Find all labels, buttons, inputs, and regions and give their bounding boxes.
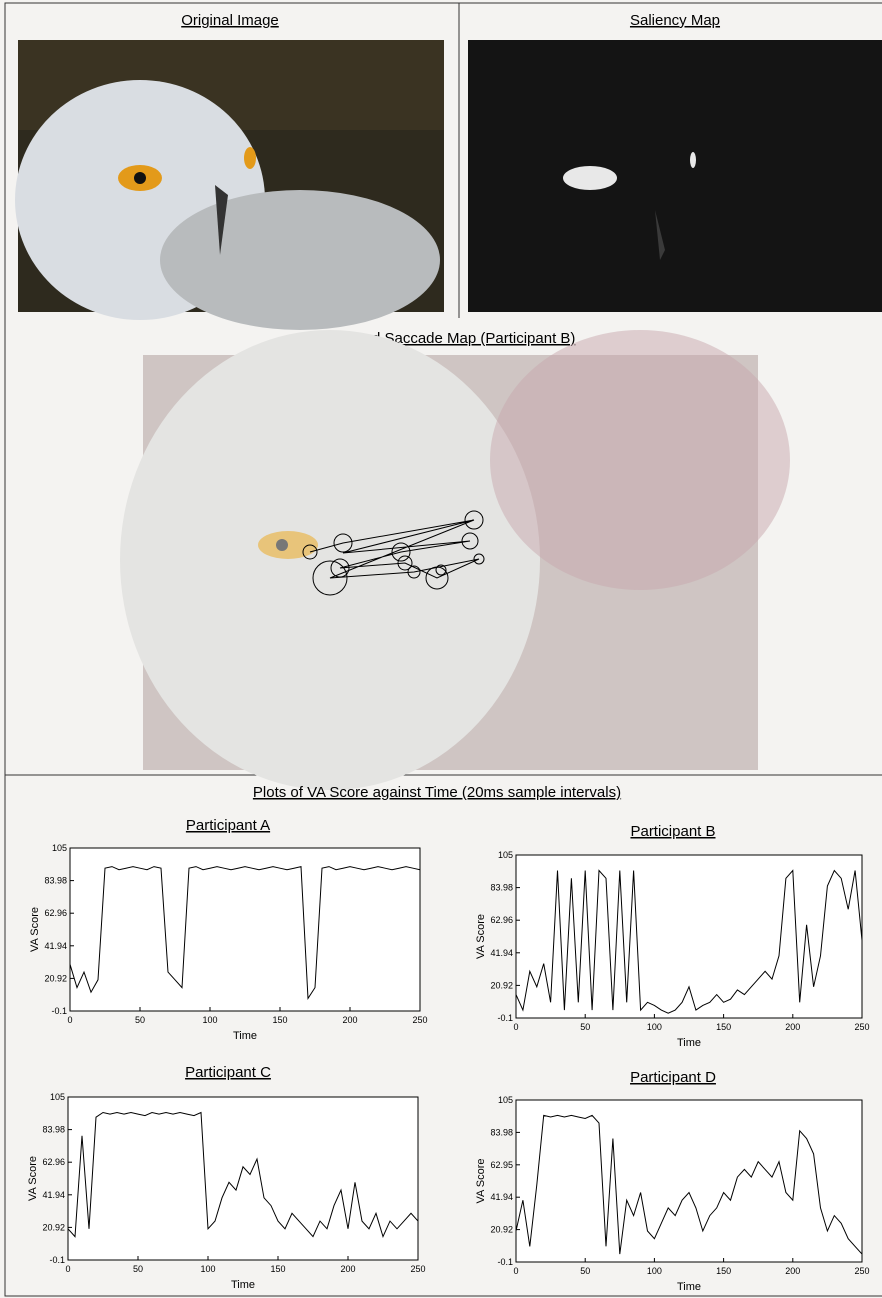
x-axis-label: Time (677, 1281, 701, 1293)
y-tick-label: -0.1 (51, 1006, 67, 1016)
x-tick-label: 100 (200, 1264, 215, 1274)
plot-area (68, 1097, 418, 1260)
y-tick-label: 83.98 (490, 1127, 513, 1137)
y-tick-label: 20.92 (490, 1225, 513, 1235)
x-tick-label: 200 (342, 1015, 357, 1025)
y-tick-label: 62.96 (42, 1157, 65, 1167)
x-axis-label: Time (677, 1037, 701, 1049)
x-tick-label: 100 (202, 1015, 217, 1025)
y-tick-label: 41.94 (42, 1190, 65, 1200)
x-tick-label: 200 (785, 1022, 800, 1032)
y-axis-label: VA Score (475, 1158, 487, 1203)
x-tick-label: 50 (580, 1022, 590, 1032)
y-tick-label: 105 (52, 843, 67, 853)
y-tick-label: -0.1 (497, 1013, 513, 1023)
x-tick-label: 0 (67, 1015, 72, 1025)
panel-title: Original Image (181, 12, 279, 29)
x-tick-label: 250 (854, 1266, 869, 1276)
y-tick-label: 20.92 (44, 973, 67, 983)
x-tick-label: 50 (133, 1264, 143, 1274)
x-tick-label: 0 (513, 1266, 518, 1276)
x-tick-label: 250 (854, 1022, 869, 1032)
x-tick-label: 150 (716, 1266, 731, 1276)
figure: Original Image Saliency Map Fixation and… (0, 0, 882, 1298)
y-axis-label: VA Score (29, 907, 41, 952)
figure-canvas: Original Image Saliency Map Fixation and… (0, 0, 882, 1298)
y-tick-label: 105 (498, 1095, 513, 1105)
x-axis-label: Time (233, 1030, 257, 1042)
y-axis-label: VA Score (475, 914, 487, 959)
x-tick-label: 150 (716, 1022, 731, 1032)
x-tick-label: 50 (580, 1266, 590, 1276)
y-tick-label: 105 (50, 1092, 65, 1102)
y-tick-label: 20.92 (42, 1222, 65, 1232)
y-axis-label: VA Score (27, 1156, 39, 1201)
plot-area (70, 848, 420, 1011)
y-tick-label: 62.96 (44, 908, 67, 918)
y-tick-label: 41.94 (490, 1192, 513, 1202)
x-tick-label: 250 (412, 1015, 427, 1025)
y-tick-label: 62.96 (490, 915, 513, 925)
x-tick-label: 150 (272, 1015, 287, 1025)
y-tick-label: 41.94 (490, 948, 513, 958)
y-tick-label: 20.92 (490, 980, 513, 990)
chart-title: Participant C (185, 1064, 271, 1081)
y-tick-label: 83.98 (44, 876, 67, 886)
x-tick-label: 100 (647, 1266, 662, 1276)
chart-title: Participant D (630, 1069, 716, 1086)
y-tick-label: 105 (498, 850, 513, 860)
x-tick-label: 200 (785, 1266, 800, 1276)
x-tick-label: 0 (65, 1264, 70, 1274)
x-tick-label: 250 (410, 1264, 425, 1274)
x-tick-label: 150 (270, 1264, 285, 1274)
fixation-image (120, 330, 790, 790)
x-tick-label: 0 (513, 1022, 518, 1032)
section-title: Plots of VA Score against Time (20ms sam… (253, 784, 621, 801)
x-tick-label: 200 (340, 1264, 355, 1274)
y-tick-label: 62.95 (490, 1160, 513, 1170)
saliency-image (468, 40, 882, 312)
plot-area (516, 1100, 862, 1262)
chart-title: Participant A (186, 817, 270, 834)
panel-title: Saliency Map (630, 12, 720, 29)
x-axis-label: Time (231, 1279, 255, 1291)
chart-title: Participant B (630, 823, 715, 840)
y-tick-label: -0.1 (49, 1255, 65, 1265)
x-tick-label: 50 (135, 1015, 145, 1025)
y-tick-label: 41.94 (44, 941, 67, 951)
x-tick-label: 100 (647, 1022, 662, 1032)
original-image (15, 40, 444, 330)
y-tick-label: 83.98 (42, 1125, 65, 1135)
y-tick-label: -0.1 (497, 1257, 513, 1267)
y-tick-label: 83.98 (490, 883, 513, 893)
